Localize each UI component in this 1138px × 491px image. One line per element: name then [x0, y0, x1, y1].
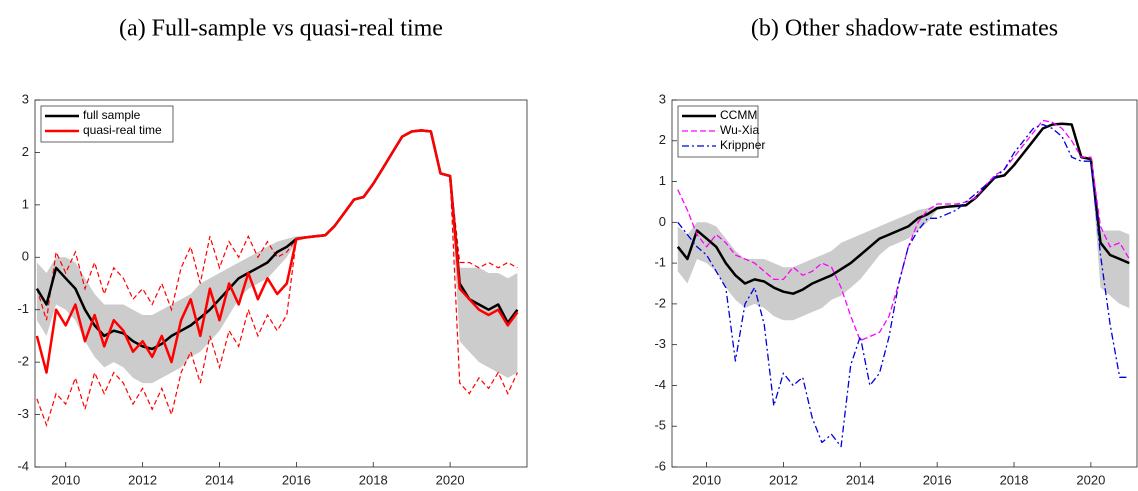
y-tick-label: -1: [17, 301, 29, 316]
y-tick-label: 3: [659, 91, 666, 106]
x-tick-label: 2016: [923, 472, 952, 487]
chart-title: (b) Other shadow-rate estimates: [751, 16, 1058, 42]
plot-area: [35, 129, 519, 427]
y-tick-label: -3: [17, 406, 29, 421]
y-tick-label: -6: [654, 458, 666, 473]
confidence-band: [36, 129, 518, 384]
y-tick-label: -2: [17, 354, 29, 369]
x-tick-label: 2014: [205, 472, 234, 487]
y-tick-label: 0: [22, 249, 29, 264]
x-tick-label: 2018: [1000, 472, 1029, 487]
y-tick-label: -2: [654, 295, 666, 310]
series-line: [35, 129, 519, 374]
y-tick-label: -3: [654, 336, 666, 351]
x-tick-label: 2010: [692, 472, 721, 487]
x-tick-label: 2012: [128, 472, 157, 487]
chart-title: (a) Full-sample vs quasi-real time: [119, 16, 443, 42]
y-tick-label: -1: [654, 255, 666, 270]
legend-label: Krippner: [720, 138, 765, 152]
legend-label: CCMM: [720, 108, 757, 122]
legend-label: full sample: [83, 108, 141, 122]
y-tick-label: -4: [654, 377, 666, 392]
axes-box: [34, 99, 528, 468]
legend-box: [40, 105, 174, 143]
series-line: [676, 122, 1130, 295]
series-line: [677, 123, 1130, 448]
x-tick-label: 2016: [282, 472, 311, 487]
y-tick-label: -4: [17, 458, 29, 473]
y-tick-label: 2: [22, 144, 29, 159]
x-tick-label: 2020: [1076, 472, 1105, 487]
axes-box: [671, 99, 1138, 468]
x-tick-label: 2020: [436, 472, 465, 487]
y-tick-label: 3: [22, 91, 29, 106]
x-tick-label: 2014: [846, 472, 875, 487]
y-tick-label: 1: [22, 196, 29, 211]
y-tick-label: 0: [659, 214, 666, 229]
x-tick-label: 2010: [51, 472, 80, 487]
x-tick-label: 2018: [359, 472, 388, 487]
x-tick-label: 2012: [769, 472, 798, 487]
y-tick-label: 1: [659, 173, 666, 188]
y-tick-label: 2: [659, 132, 666, 147]
plot-area: [676, 119, 1130, 448]
legend-label: Wu-Xia: [720, 123, 759, 137]
y-tick-label: -5: [654, 418, 666, 433]
legend-label: quasi-real time: [83, 123, 162, 137]
